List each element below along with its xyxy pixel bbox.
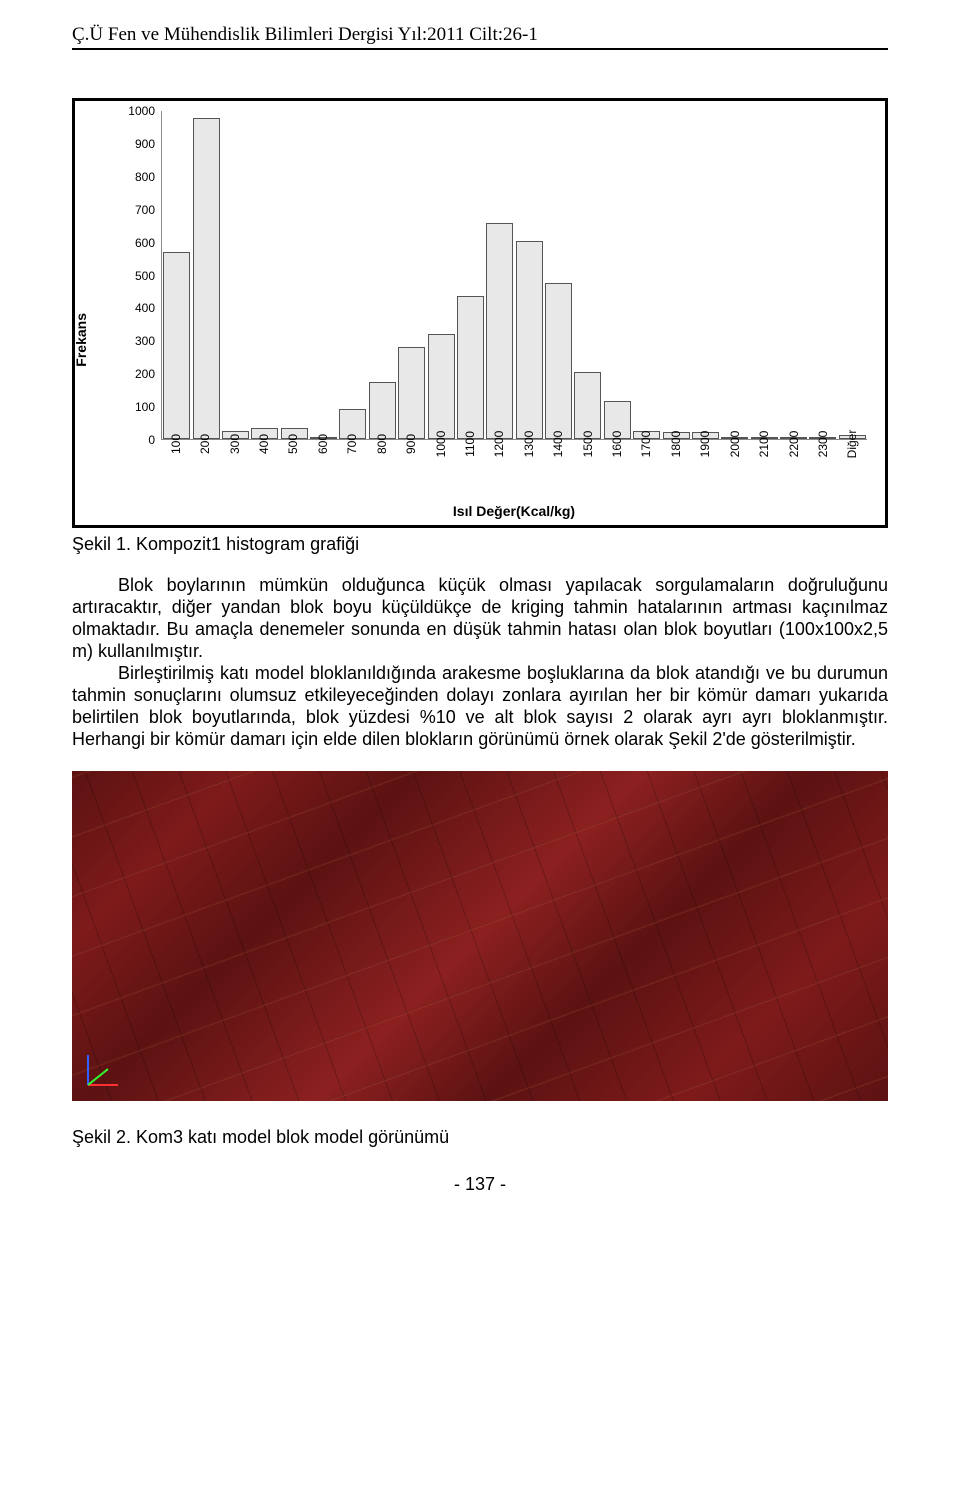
bar-slot — [162, 111, 191, 439]
bar-slot — [515, 111, 544, 439]
bar-slot — [838, 111, 867, 439]
x-tick: 900 — [396, 440, 425, 498]
x-tick: 300 — [220, 440, 249, 498]
bar-slot — [280, 111, 309, 439]
y-tick: 1000 — [115, 104, 155, 118]
bar — [516, 241, 543, 439]
bar — [545, 283, 572, 439]
x-tick: 2300 — [808, 440, 837, 498]
histogram-chart: Frekans 01002003004005006007008009001000… — [72, 98, 888, 528]
bar-slot — [544, 111, 573, 439]
body-paragraphs: Blok boylarının mümkün olduğunca küçük o… — [72, 575, 888, 751]
x-tick: Diğer — [838, 440, 867, 498]
x-tick: 1300 — [514, 440, 543, 498]
x-tick: 400 — [249, 440, 278, 498]
bar-slot — [397, 111, 426, 439]
y-axis-ticks: 01002003004005006007008009001000 — [115, 111, 155, 440]
page-number: - 137 - — [72, 1174, 888, 1195]
paragraph-1: Blok boylarının mümkün olduğunca küçük o… — [72, 575, 888, 663]
bar-slot — [632, 111, 661, 439]
plot-area — [161, 111, 867, 440]
x-tick: 500 — [279, 440, 308, 498]
bar-slot — [221, 111, 250, 439]
x-tick: 100 — [161, 440, 190, 498]
x-tick: 1100 — [455, 440, 484, 498]
x-tick: 2200 — [779, 440, 808, 498]
x-axis-ticks: 1002003004005006007008009001000110012001… — [161, 440, 867, 498]
bar-slot — [603, 111, 632, 439]
y-tick: 400 — [115, 301, 155, 315]
x-tick: 800 — [367, 440, 396, 498]
figure2-image — [72, 771, 888, 1101]
y-tick: 100 — [115, 400, 155, 414]
bar — [369, 382, 396, 439]
bar — [486, 223, 513, 439]
y-tick: 500 — [115, 269, 155, 283]
bar — [163, 252, 190, 439]
axis-gizmo-icon — [80, 1047, 126, 1093]
bar-slot — [750, 111, 779, 439]
bar-slot — [250, 111, 279, 439]
bar-slot — [573, 111, 602, 439]
bar-slot — [808, 111, 837, 439]
bar-slot — [691, 111, 720, 439]
y-tick: 700 — [115, 203, 155, 217]
journal-header: Ç.Ü Fen ve Mühendislik Bilimleri Dergisi… — [72, 24, 888, 50]
bar-slot — [661, 111, 690, 439]
x-tick: 1200 — [485, 440, 514, 498]
bar — [574, 372, 601, 439]
figure2-caption: Şekil 2. Kom3 katı model blok model görü… — [72, 1127, 888, 1148]
y-axis-label: Frekans — [73, 313, 89, 367]
y-tick: 0 — [115, 433, 155, 447]
bar-slot — [191, 111, 220, 439]
x-tick: 1000 — [426, 440, 455, 498]
bar — [193, 118, 220, 439]
x-tick: 700 — [338, 440, 367, 498]
x-axis-label: Isıl Değer(Kcal/kg) — [161, 503, 867, 519]
figure1-caption: Şekil 1. Kompozit1 histogram grafiği — [72, 534, 888, 555]
x-tick: 1900 — [691, 440, 720, 498]
bar — [428, 334, 455, 439]
bar-slot — [426, 111, 455, 439]
x-tick: 2100 — [749, 440, 778, 498]
x-tick: 2000 — [720, 440, 749, 498]
bar-slot — [338, 111, 367, 439]
bar-slot — [720, 111, 749, 439]
y-tick: 600 — [115, 236, 155, 250]
x-tick: 1500 — [573, 440, 602, 498]
x-tick: 1800 — [661, 440, 690, 498]
paragraph-2: Birleştirilmiş katı model bloklanıldığın… — [72, 663, 888, 751]
x-tick: 1400 — [543, 440, 572, 498]
x-tick: 1700 — [632, 440, 661, 498]
bar-slot — [779, 111, 808, 439]
y-tick: 800 — [115, 170, 155, 184]
bar-slot — [485, 111, 514, 439]
bar — [457, 296, 484, 439]
x-tick: 200 — [190, 440, 219, 498]
bar — [398, 347, 425, 439]
bar-slot — [368, 111, 397, 439]
y-tick: 900 — [115, 137, 155, 151]
bar-slot — [309, 111, 338, 439]
bar-slot — [456, 111, 485, 439]
y-tick: 200 — [115, 367, 155, 381]
x-tick: 600 — [308, 440, 337, 498]
x-tick: 1600 — [602, 440, 631, 498]
y-tick: 300 — [115, 334, 155, 348]
